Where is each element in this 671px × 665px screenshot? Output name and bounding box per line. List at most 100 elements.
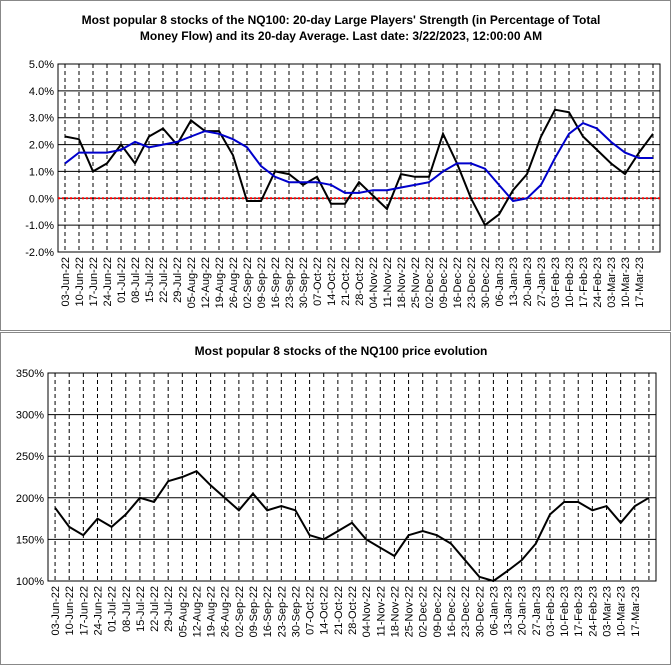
x-tick-label: 05-Aug-22 xyxy=(177,586,189,637)
x-tick-label: 16-Dec-22 xyxy=(452,257,464,308)
x-tick-label: 10-Jun-22 xyxy=(74,257,86,307)
x-tick-label: 17-Mar-23 xyxy=(630,586,642,637)
y-tick-label: 250% xyxy=(16,451,44,463)
panel: Most popular 8 stocks of the NQ100 price… xyxy=(0,332,671,665)
x-tick-label: 02-Sep-22 xyxy=(242,257,254,308)
x-tick-label: 19-Aug-22 xyxy=(214,257,226,308)
x-tick-label: 06-Jan-23 xyxy=(488,586,500,636)
x-tick-label: 23-Dec-22 xyxy=(460,586,472,637)
x-tick-label: 21-Oct-22 xyxy=(340,257,352,306)
x-tick-label: 12-Aug-22 xyxy=(191,586,203,637)
x-tick-label: 10-Feb-23 xyxy=(559,586,571,637)
y-tick-label: 0.0% xyxy=(29,193,54,205)
x-tick-label: 30-Sep-22 xyxy=(290,586,302,637)
x-tick-label: 05-Aug-22 xyxy=(186,257,198,308)
x-tick-label: 07-Oct-22 xyxy=(305,586,317,635)
x-tick-label: 03-Jun-22 xyxy=(60,257,72,307)
x-tick-label: 19-Aug-22 xyxy=(206,586,218,637)
x-tick-label: 26-Aug-22 xyxy=(220,586,232,637)
chart-title: Most popular 8 stocks of the NQ100 price… xyxy=(194,344,488,358)
x-tick-label: 30-Sep-22 xyxy=(298,257,310,308)
x-tick-label: 18-Nov-22 xyxy=(389,586,401,637)
x-tick-label: 29-Jul-22 xyxy=(163,586,175,632)
x-tick-label: 04-Nov-22 xyxy=(361,586,373,637)
y-tick-label: 2.0% xyxy=(29,140,54,152)
x-tick-label: 02-Dec-22 xyxy=(424,257,436,308)
x-tick-label: 03-Jun-22 xyxy=(50,586,62,636)
line-series xyxy=(64,121,653,203)
x-tick-label: 06-Jan-23 xyxy=(494,257,506,307)
x-tick-label: 24-Feb-23 xyxy=(592,257,604,308)
x-tick-label: 30-Dec-22 xyxy=(474,586,486,637)
y-tick-label: 3.0% xyxy=(29,113,54,125)
x-tick-label: 24-Jun-22 xyxy=(102,257,114,307)
chart: -2.0% -1.0% 0.0% 1.0% 2.0% 3.0% 4.0% 5.0% 03-Jun… xyxy=(25,59,661,308)
x-tick-label: 01-Jul-22 xyxy=(107,586,119,632)
x-tick-label: 13-Jan-23 xyxy=(508,257,520,307)
x-tick-label: 29-Jul-22 xyxy=(172,257,184,303)
x-tick-label: 22-Jul-22 xyxy=(149,586,161,632)
plot-area xyxy=(47,372,657,582)
x-tick-label: 02-Sep-22 xyxy=(234,586,246,637)
x-tick-label: 09-Dec-22 xyxy=(432,586,444,637)
x-tick-label: 25-Nov-22 xyxy=(404,586,416,637)
x-tick-label: 17-Feb-23 xyxy=(573,586,585,637)
y-tick-label: 150% xyxy=(16,534,44,546)
x-tick-label: 17-Jun-22 xyxy=(88,257,100,307)
x-tick-label: 01-Jul-22 xyxy=(116,257,128,303)
x-tick-label: 14-Oct-22 xyxy=(319,586,331,635)
x-tick-label: 17-Feb-23 xyxy=(578,257,590,308)
x-tick-label: 15-Jul-22 xyxy=(135,586,147,632)
x-tick-label: 03-Mar-23 xyxy=(602,586,614,637)
x-tick-label: 22-Jul-22 xyxy=(158,257,170,303)
x-tick-label: 09-Sep-22 xyxy=(256,257,268,308)
y-tick-label: -1.0% xyxy=(25,220,54,232)
x-tick-label: 20-Jan-23 xyxy=(522,257,534,307)
line-series xyxy=(54,470,650,583)
x-tick-label: 23-Sep-22 xyxy=(284,257,296,308)
x-tick-label: 21-Oct-22 xyxy=(333,586,345,635)
x-tick-label: 10-Feb-23 xyxy=(564,257,576,308)
x-tick-label: 15-Jul-22 xyxy=(144,257,156,303)
x-tick-label: 28-Oct-22 xyxy=(347,586,359,635)
x-tick-label: 20-Jan-23 xyxy=(517,586,529,636)
y-tick-label: 4.0% xyxy=(29,86,54,98)
x-tick-label: 11-Nov-22 xyxy=(382,257,394,308)
x-tick-label: 07-Oct-22 xyxy=(312,257,324,306)
x-tick-label: 04-Nov-22 xyxy=(368,257,380,308)
x-tick-label: 28-Oct-22 xyxy=(354,257,366,306)
chart-title: Most popular 8 stocks of the NQ100: 20-d… xyxy=(81,13,601,43)
panel: Most popular 8 stocks of the NQ100: 20-d… xyxy=(0,0,671,331)
x-tick-label: 13-Jan-23 xyxy=(503,586,515,636)
x-tick-label: 30-Dec-22 xyxy=(480,257,492,308)
y-tick-label: -2.0% xyxy=(25,247,54,259)
x-tick-label: 10-Jun-22 xyxy=(64,586,76,636)
x-tick-label: 23-Sep-22 xyxy=(276,586,288,637)
x-tick-label: 26-Aug-22 xyxy=(228,257,240,308)
x-tick-label: 16-Sep-22 xyxy=(262,586,274,637)
x-tick-label: 18-Nov-22 xyxy=(396,257,408,308)
y-tick-label: 200% xyxy=(16,493,44,505)
y-tick-label: 100% xyxy=(16,576,44,588)
chart: 100% 150% 200% 250% 300% 350% 03-Jun-22 10-Jun-… xyxy=(16,368,657,637)
x-tick-label: 09-Sep-22 xyxy=(248,586,260,637)
x-tick-label: 27-Jan-23 xyxy=(536,257,548,307)
line-series xyxy=(64,108,654,227)
x-tick-label: 16-Sep-22 xyxy=(270,257,282,308)
x-tick-label: 14-Oct-22 xyxy=(326,257,338,306)
x-tick-label: 27-Jan-23 xyxy=(531,586,543,636)
x-tick-label: 03-Feb-23 xyxy=(545,586,557,637)
x-tick-label: 10-Mar-23 xyxy=(620,257,632,308)
x-tick-label: 23-Dec-22 xyxy=(466,257,478,308)
x-tick-label: 03-Mar-23 xyxy=(606,257,618,308)
x-tick-label: 24-Feb-23 xyxy=(587,586,599,637)
x-tick-label: 16-Dec-22 xyxy=(446,586,458,637)
y-tick-label: 1.0% xyxy=(29,166,54,178)
y-tick-label: 5.0% xyxy=(29,59,54,71)
x-tick-label: 03-Feb-23 xyxy=(550,257,562,308)
x-tick-label: 09-Dec-22 xyxy=(438,257,450,308)
x-tick-label: 02-Dec-22 xyxy=(418,586,430,637)
x-tick-label: 12-Aug-22 xyxy=(200,257,212,308)
x-tick-label: 08-Jul-22 xyxy=(121,586,133,632)
